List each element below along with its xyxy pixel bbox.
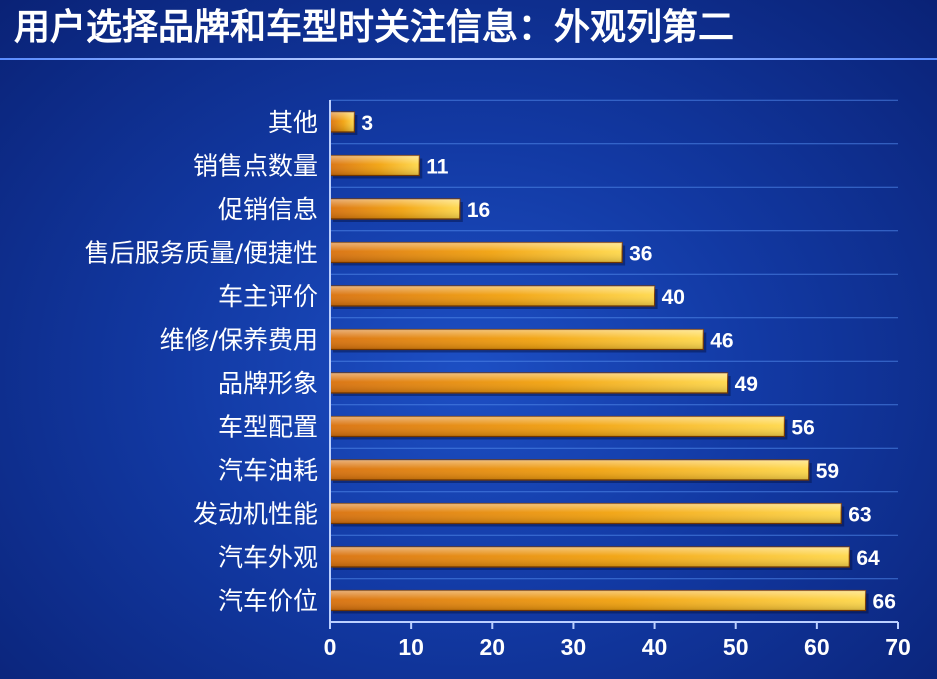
value-label: 46 [710, 330, 733, 353]
category-label: 汽车价位 [218, 587, 318, 616]
value-label: 64 [856, 547, 880, 570]
value-label: 56 [791, 417, 814, 440]
value-label: 3 [361, 112, 373, 135]
bar-highlight [330, 373, 728, 393]
value-label: 59 [816, 460, 839, 483]
category-label: 车主评价 [218, 282, 318, 311]
category-label: 售后服务质量/便捷性 [85, 239, 318, 268]
bar-highlight [330, 503, 842, 524]
bar-highlight [330, 112, 355, 132]
title-underline [0, 58, 937, 60]
category-label: 汽车外观 [218, 543, 318, 572]
value-label: 36 [629, 243, 652, 266]
category-label: 汽车油耗 [218, 456, 318, 485]
bar-highlight [330, 416, 785, 437]
grid-lines [330, 99, 898, 580]
value-label: 11 [426, 156, 449, 179]
x-tick-label: 0 [324, 634, 337, 660]
bar-highlight [330, 286, 655, 306]
bar-highlight [330, 590, 866, 611]
category-label: 维修/保养费用 [160, 326, 318, 355]
bar-highlight [330, 329, 704, 350]
bar-highlight [330, 242, 623, 263]
bar-highlight [330, 155, 420, 176]
category-label: 销售点数量 [193, 152, 318, 181]
value-label: 40 [662, 286, 685, 309]
bar-highlight [330, 199, 460, 219]
value-label: 66 [873, 591, 896, 614]
x-tick-label: 20 [479, 634, 505, 660]
page-title: 用户选择品牌和车型时关注信息：外观列第二 [14, 7, 735, 48]
x-tick-label: 60 [804, 634, 830, 660]
category-label: 车型配置 [218, 413, 318, 442]
bar-highlight [330, 547, 850, 567]
value-label: 63 [848, 504, 871, 527]
labels: 其他 3 销售点数量 11 促销信息 16 售后服务质量/便捷性 36 车主评价 40 维修/保养费… [85, 108, 911, 660]
x-tick-label: 40 [642, 634, 668, 660]
bar-highlight [330, 460, 809, 480]
x-tick-label: 30 [561, 634, 587, 660]
category-label: 其他 [268, 108, 318, 137]
bars [329, 111, 869, 614]
category-label: 发动机性能 [193, 500, 318, 529]
category-label: 品牌形象 [218, 369, 318, 398]
x-tick-label: 50 [723, 634, 749, 660]
value-label: 16 [467, 199, 490, 222]
category-label: 促销信息 [218, 195, 318, 224]
x-tick-label: 70 [885, 634, 911, 660]
value-label: 49 [735, 373, 758, 396]
axes [329, 100, 899, 629]
x-tick-label: 10 [398, 634, 424, 660]
